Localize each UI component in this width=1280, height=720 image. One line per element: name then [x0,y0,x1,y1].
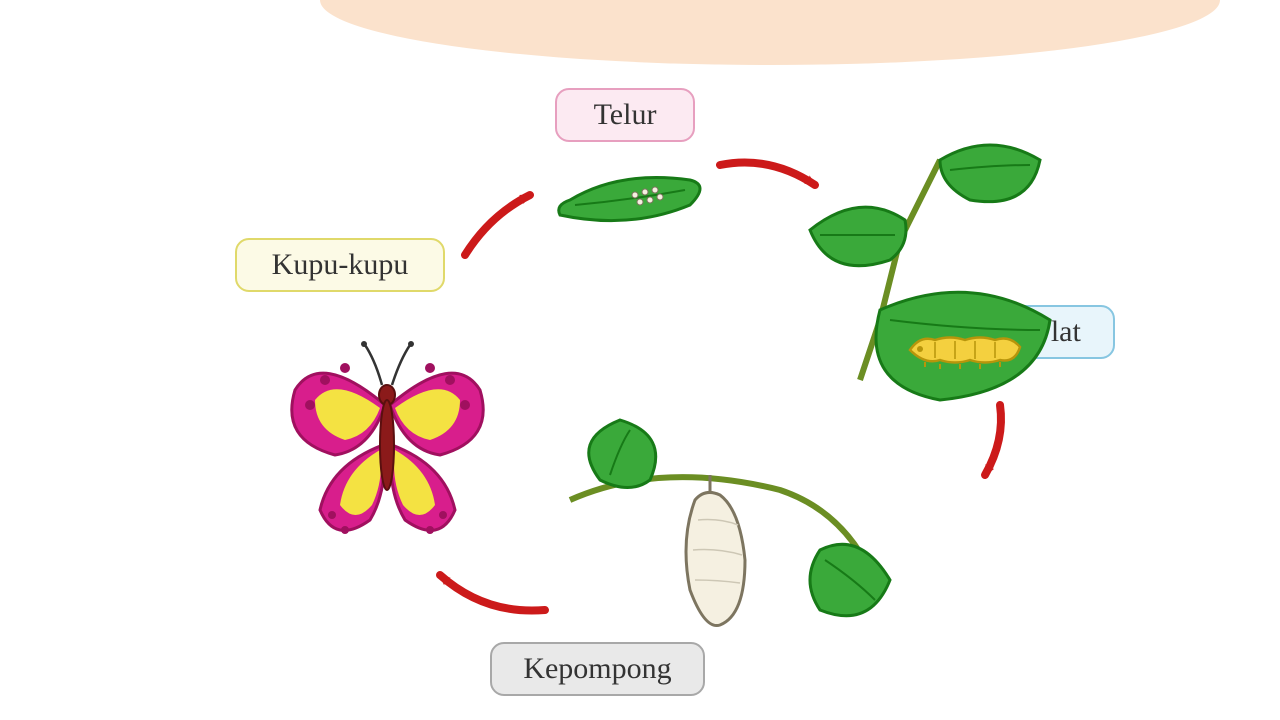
illustration-kupu-kupu [292,341,483,534]
arrow-kupu-telur [465,195,530,255]
arrow-kepompong-kupu [440,575,545,611]
stage-label-telur: Telur [555,88,695,142]
illustration-telur [559,178,700,221]
arrow-telur-ulat [720,163,815,186]
stage-label-ulat: Ulat [995,305,1115,359]
stage-label-kepompong: Kepompong [490,642,705,696]
arrow-ulat-kepompong [985,405,1001,475]
illustration-kepompong [570,420,890,626]
cycle-arrows [440,163,1001,611]
stage-label-kupu-kupu: Kupu-kupu [235,238,445,292]
illustration-ulat [810,145,1050,400]
top-banner [320,0,1220,65]
